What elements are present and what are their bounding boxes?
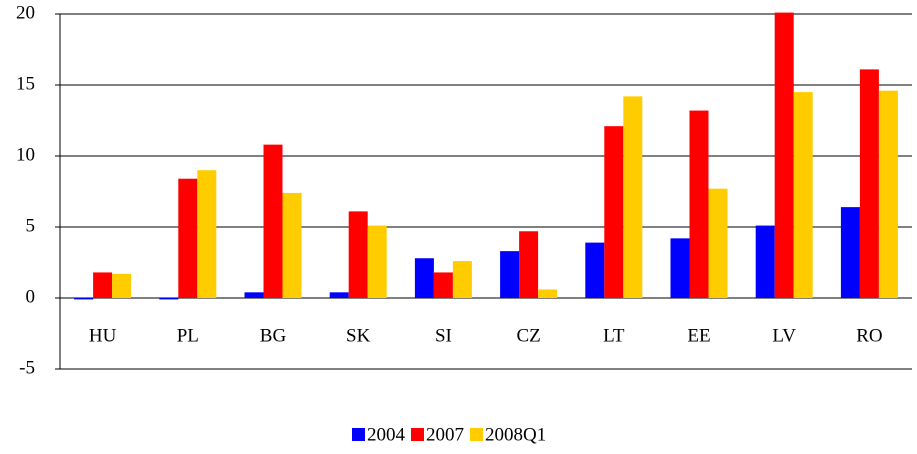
legend-swatch: [411, 428, 424, 441]
bar: [452, 261, 472, 298]
bar: [623, 96, 643, 298]
y-tick-label: 10: [16, 144, 35, 165]
y-tick-label: -5: [19, 357, 35, 378]
bar: [112, 273, 132, 298]
bar: [159, 298, 179, 300]
bar: [793, 92, 813, 298]
x-tick-label: EE: [687, 325, 710, 346]
bar: [755, 225, 775, 298]
x-tick-label: SI: [435, 325, 452, 346]
bar: [367, 225, 387, 298]
bar: [282, 192, 302, 298]
bar: [197, 170, 217, 298]
bar: [433, 272, 453, 298]
bar: [74, 298, 94, 300]
x-tick-label: SK: [346, 325, 371, 346]
x-tick-label: LV: [772, 325, 796, 346]
bar: [348, 211, 368, 298]
bar: [414, 258, 434, 298]
x-tick-label: RO: [856, 325, 882, 346]
legend-label: 2007: [426, 424, 464, 445]
legend-label: 2004: [367, 424, 406, 445]
bar: [708, 188, 728, 298]
x-tick-label: BG: [260, 325, 287, 346]
bar: [244, 292, 264, 298]
x-tick-label: CZ: [516, 325, 540, 346]
bar: [604, 126, 624, 299]
bar: [93, 272, 113, 298]
x-tick-label: LT: [603, 325, 625, 346]
legend-swatch: [352, 428, 365, 441]
bar: [585, 242, 605, 298]
bar: [500, 251, 520, 298]
legend-swatch: [470, 428, 483, 441]
bar: [689, 110, 709, 298]
x-tick-label: PL: [177, 325, 199, 346]
legend-label: 2008Q1: [485, 424, 546, 445]
y-tick-label: 5: [26, 215, 36, 236]
bar: [519, 231, 539, 298]
bar: [859, 69, 879, 298]
bar: [840, 207, 860, 298]
x-tick-label: HU: [89, 325, 117, 346]
bar: [670, 238, 690, 298]
y-tick-label: 20: [16, 2, 35, 23]
y-tick-label: 0: [26, 286, 36, 307]
bar: [329, 292, 349, 298]
bar: [538, 289, 558, 298]
bar: [878, 90, 898, 299]
bar: [263, 144, 283, 298]
y-tick-label: 15: [16, 73, 35, 94]
bar: [178, 178, 198, 298]
bar: [774, 12, 794, 299]
